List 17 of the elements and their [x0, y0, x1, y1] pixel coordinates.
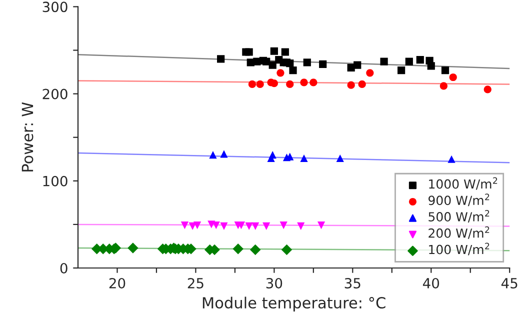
x-tick-label: 35 — [344, 278, 360, 288]
legend-label: 900 W/m$^{2}$ — [428, 194, 490, 206]
legend-label: 1000 W/m$^{2}$ — [429, 177, 498, 190]
x-tick-label: 25 — [188, 278, 204, 288]
x-tick-label: 40 — [422, 278, 440, 288]
y-tick-label: 300 — [42, 2, 68, 12]
legend-label: 200 W/m$^{2}$ — [428, 226, 490, 239]
x-tick-label: 30 — [266, 278, 282, 288]
x-tick-label: 45 — [501, 278, 518, 288]
x-axis-title: Module temperature: °C — [202, 296, 386, 312]
y-tick-label: 100 — [43, 176, 68, 186]
x-tick-label: 20 — [109, 278, 126, 288]
y-tick-label: 0 — [60, 262, 68, 274]
y-tick-label: 200 — [42, 88, 68, 100]
legend-label: 500 W/m$^{2}$ — [428, 210, 490, 222]
legend-label: 100 W/m$^{2}$ — [429, 242, 490, 256]
y-axis-title: Power: W — [22, 102, 34, 172]
